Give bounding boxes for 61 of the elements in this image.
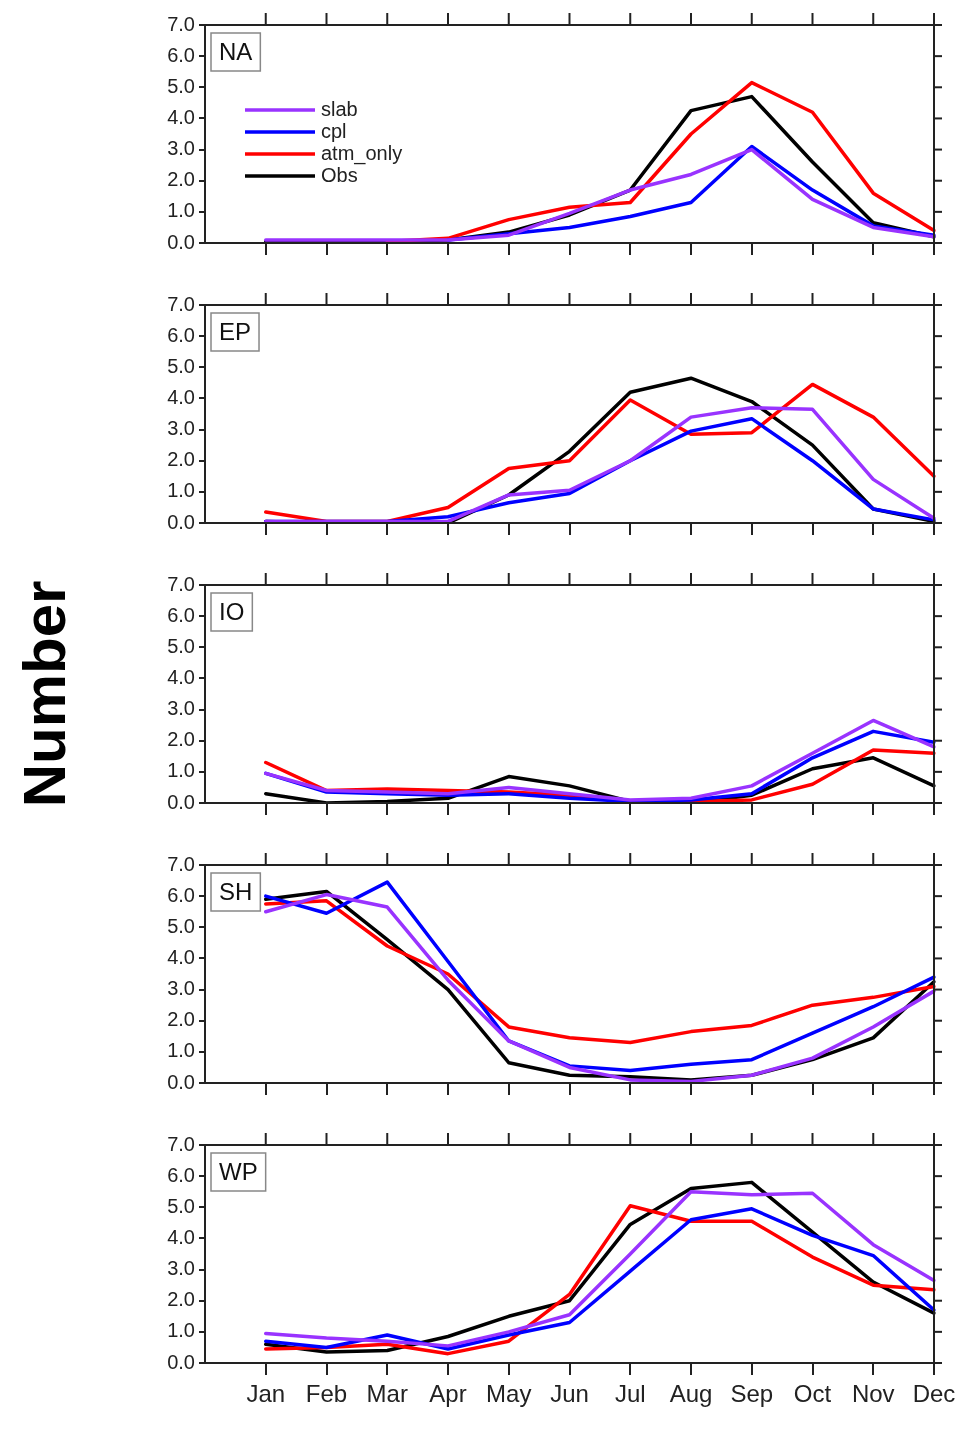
x-tick-label: May	[486, 1380, 532, 1408]
y-tick-label: 7.0	[167, 572, 195, 595]
y-tick-label: 4.0	[167, 1225, 195, 1248]
y-tick-label: 4.0	[167, 385, 195, 408]
legend-label: atm_only	[321, 141, 403, 165]
x-tick-label: Nov	[851, 1380, 895, 1408]
y-tick-label: 5.0	[167, 914, 195, 937]
y-tick-label: 1.0	[167, 479, 195, 502]
y-axis-title: Number	[10, 580, 78, 808]
y-tick-label: 1.0	[167, 199, 195, 222]
y-tick-label: 3.0	[167, 697, 195, 720]
text: SH	[219, 877, 253, 905]
y-tick-label: 4.0	[167, 105, 195, 128]
x-tick-label: Jun	[550, 1380, 589, 1408]
y-tick-label: 5.0	[167, 354, 195, 377]
legend-label: slab	[321, 97, 358, 120]
y-tick-label: 1.0	[167, 1319, 195, 1342]
y-tick-label: 7.0	[167, 1132, 195, 1155]
y-tick-label: 5.0	[167, 1194, 195, 1217]
legend-label: cpl	[321, 119, 347, 142]
y-tick-label: 6.0	[167, 603, 195, 626]
y-tick-label: 2.0	[167, 448, 195, 471]
y-tick-label: 0.0	[167, 1350, 195, 1373]
y-tick-label: 0.0	[167, 1070, 195, 1093]
y-tick-label: 3.0	[167, 1257, 195, 1280]
x-tick-label: Dec	[912, 1380, 956, 1408]
text: IO	[219, 597, 245, 625]
x-tick-label: Jul	[614, 1380, 646, 1408]
x-tick-label: Aug	[669, 1380, 713, 1408]
y-tick-label: 7.0	[167, 292, 195, 315]
y-tick-label: 3.0	[167, 137, 195, 160]
y-tick-label: 7.0	[167, 12, 195, 35]
y-tick-label: 2.0	[167, 728, 195, 751]
x-tick-label: Mar	[366, 1380, 408, 1408]
y-tick-label: 6.0	[167, 43, 195, 66]
y-tick-label: 6.0	[167, 323, 195, 346]
y-tick-label: 6.0	[167, 1163, 195, 1186]
y-tick-label: 1.0	[167, 759, 195, 782]
y-tick-label: 5.0	[167, 74, 195, 97]
y-tick-label: 2.0	[167, 1008, 195, 1031]
y-tick-label: 3.0	[167, 417, 195, 440]
y-tick-label: 3.0	[167, 977, 195, 1000]
y-tick-label: 2.0	[167, 168, 195, 191]
y-tick-label: 0.0	[167, 510, 195, 533]
y-tick-label: 4.0	[167, 665, 195, 688]
y-tick-label: 6.0	[167, 883, 195, 906]
text: NA	[219, 37, 253, 65]
y-tick-label: 7.0	[167, 852, 195, 875]
y-tick-label: 2.0	[167, 1288, 195, 1311]
y-tick-label: 4.0	[167, 945, 195, 968]
y-tick-label: 1.0	[167, 1039, 195, 1062]
x-tick-label: Oct	[793, 1380, 832, 1408]
x-tick-label: Jan	[246, 1380, 286, 1408]
y-tick-label: 5.0	[167, 634, 195, 657]
text: WP	[219, 1157, 258, 1185]
y-tick-label: 0.0	[167, 790, 195, 813]
x-tick-label: Feb	[305, 1380, 348, 1408]
x-tick-label: Apr	[429, 1380, 467, 1408]
x-tick-label: Sep	[730, 1380, 774, 1408]
text: EP	[219, 317, 252, 345]
y-tick-label: 0.0	[167, 230, 195, 253]
